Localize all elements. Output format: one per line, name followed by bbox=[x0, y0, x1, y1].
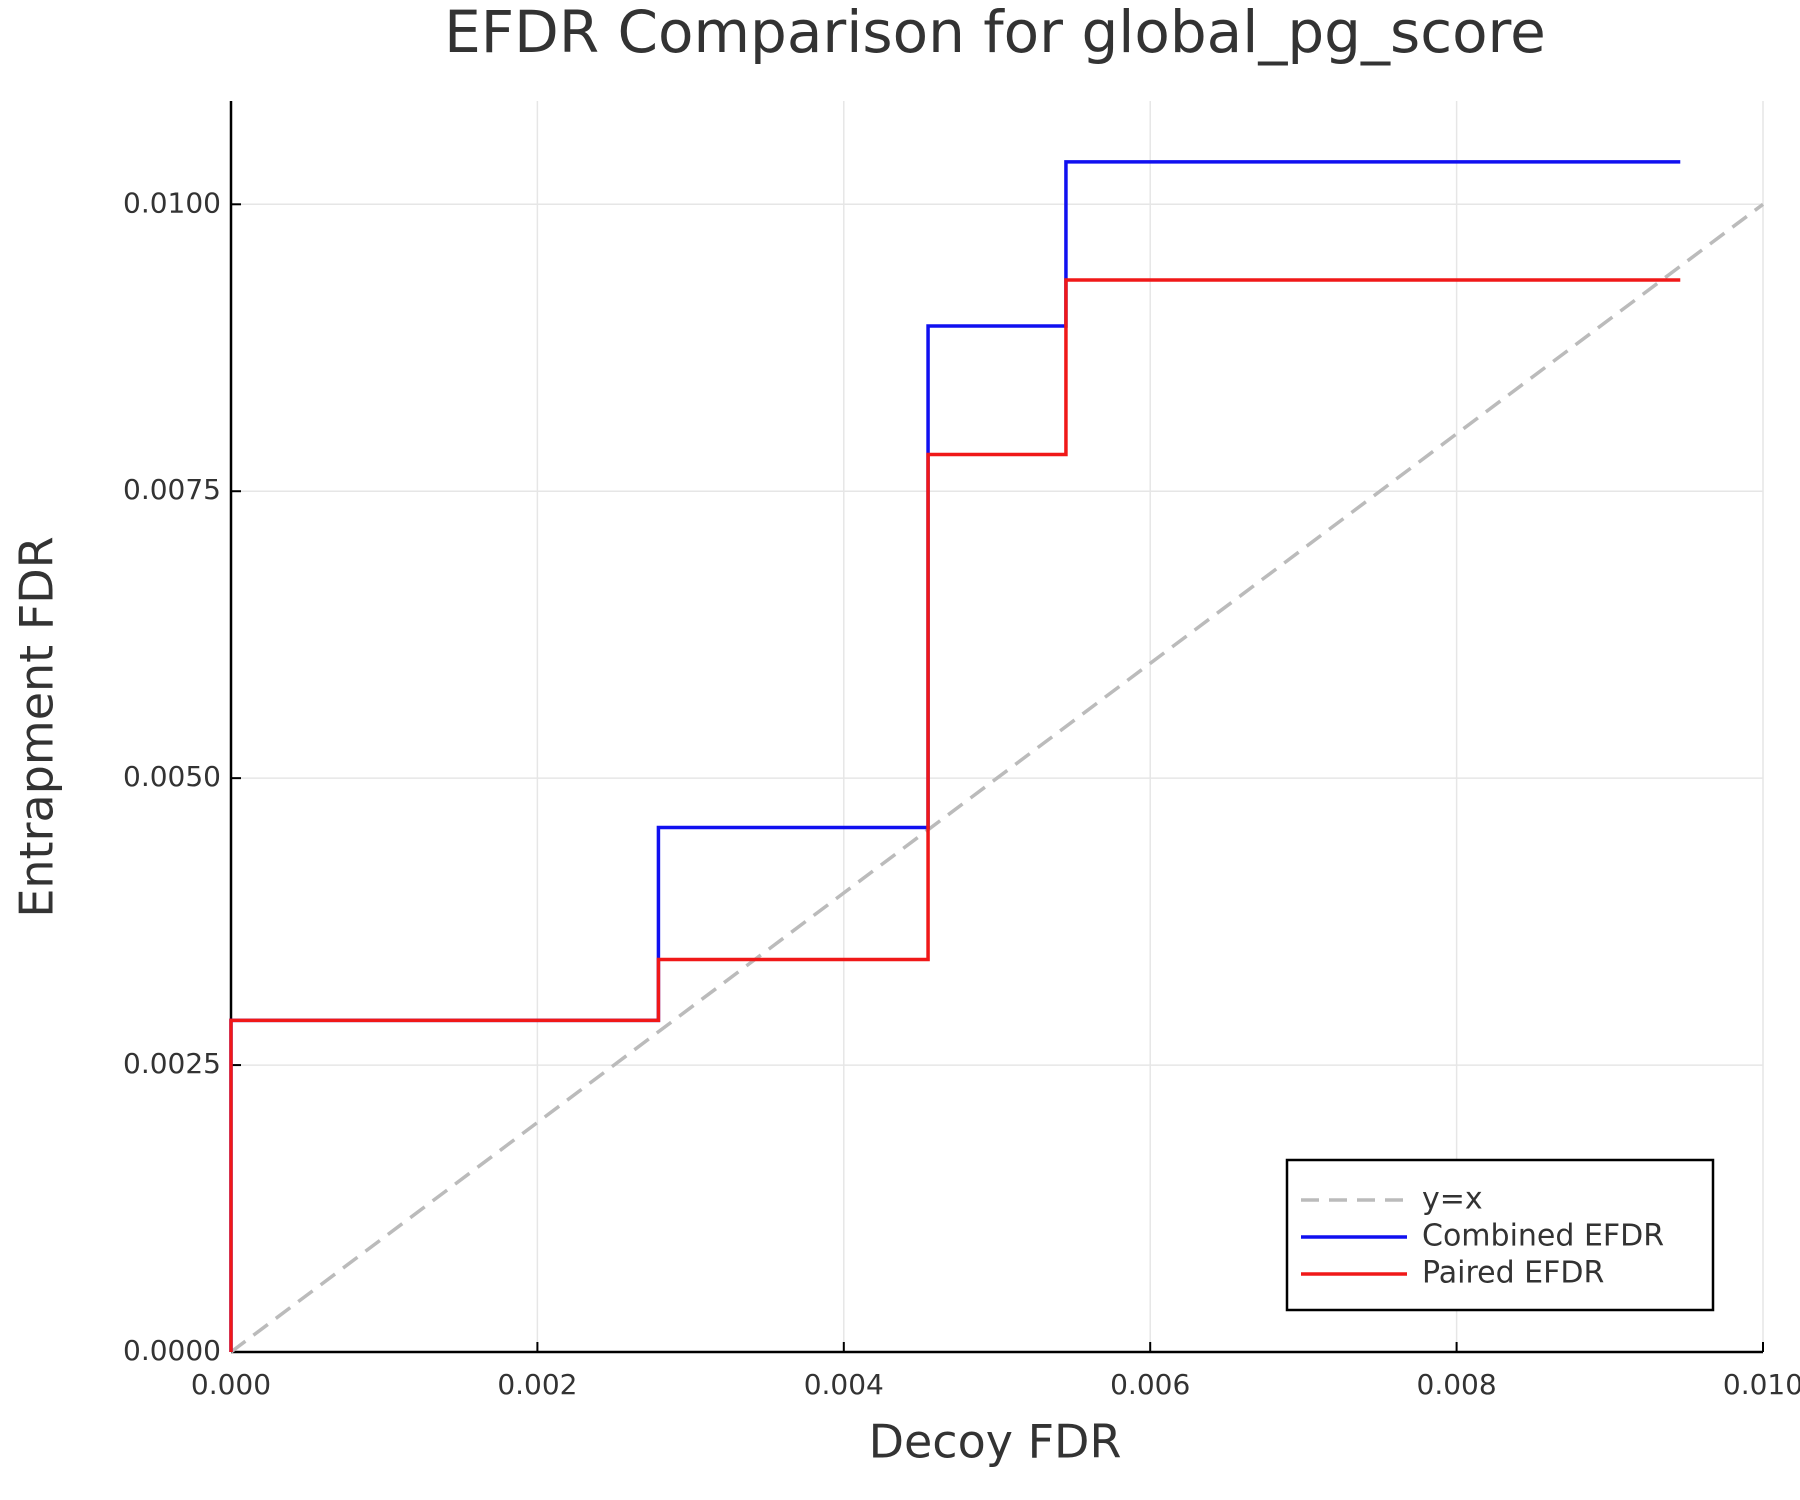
series-line bbox=[229, 278, 1681, 1352]
chart-title: EFDR Comparison for global_pg_score bbox=[444, 0, 1546, 66]
y-tick-label: 0.0075 bbox=[123, 473, 221, 506]
y-tick-label: 0.0050 bbox=[123, 760, 221, 793]
y-axis-label: Entrapment FDR bbox=[10, 536, 64, 917]
x-tick-label: 0.010 bbox=[1723, 1368, 1800, 1401]
y-tick-label: 0.0000 bbox=[123, 1334, 221, 1367]
legend-label: Combined EFDR bbox=[1422, 1219, 1664, 1254]
x-tick-label: 0.002 bbox=[497, 1368, 577, 1401]
y-tick-label: 0.0100 bbox=[123, 186, 221, 219]
x-axis-label: Decoy FDR bbox=[869, 1415, 1122, 1469]
series-line bbox=[229, 202, 1765, 1354]
legend-box bbox=[1285, 1158, 1715, 1312]
x-tick-label: 0.000 bbox=[191, 1368, 271, 1401]
x-tick-label: 0.006 bbox=[1110, 1368, 1190, 1401]
legend-label: Paired EFDR bbox=[1422, 1256, 1604, 1291]
legend-label: y=x bbox=[1422, 1182, 1483, 1217]
y-tick-label: 0.0025 bbox=[123, 1047, 221, 1080]
x-tick-label: 0.004 bbox=[804, 1368, 884, 1401]
x-tick-label: 0.008 bbox=[1417, 1368, 1497, 1401]
